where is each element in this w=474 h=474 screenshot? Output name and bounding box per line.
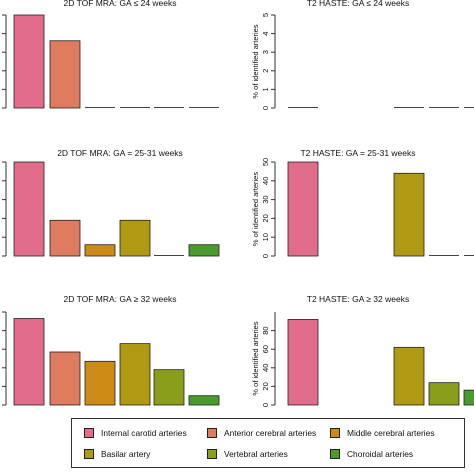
y-axis-label: % of identified arteries — [251, 24, 260, 98]
y-axis-label: % of identified arteries — [251, 172, 260, 246]
y-tick-label: 40 — [261, 364, 270, 372]
y-tick-label: 10 — [261, 233, 270, 241]
y-tick-label: 5 — [261, 13, 270, 17]
chart-panel-1: 2D TOF MRA: GA ≤ 24 weeks — [2, 0, 219, 109]
legend-item-internal-carotid: Internal carotid arteries — [84, 426, 187, 440]
y-tick-label: 3 — [261, 50, 270, 54]
bar-basilar-artery — [119, 343, 151, 406]
bar-anterior-cerebral-arteries — [49, 40, 81, 109]
chart-legend: Internal carotid arteries Anterior cereb… — [71, 418, 465, 468]
y-tick-label: 4 — [261, 32, 270, 36]
bar-middle-cerebral-arteries — [84, 244, 116, 257]
y-tick-label: 2 — [261, 69, 270, 73]
y-axis-label: % of identified arteries — [251, 321, 260, 395]
legend-swatch-middle-cerebral — [330, 428, 340, 438]
legend-label-choroidal: Choroidal arteries — [347, 449, 414, 459]
legend-swatch-internal-carotid — [84, 428, 94, 438]
chart-title: 2D TOF MRA: GA = 25-31 weeks — [57, 148, 183, 158]
bar-choroidal-arteries — [188, 244, 220, 257]
bar-internal-carotid-arteries — [13, 161, 45, 257]
y-tick-label: 0 — [261, 403, 270, 407]
bar-anterior-cerebral-arteries — [49, 351, 81, 406]
y-tick-label: 20 — [261, 382, 270, 390]
y-tick-label: 50 — [261, 158, 270, 166]
chart-panel-2: T2 HASTE: GA ≤ 24 weeks 0 1 2 3 4 5 % of identi… — [251, 0, 474, 110]
bar-internal-carotid-arteries — [287, 161, 319, 257]
bar-basilar-artery — [393, 172, 425, 257]
y-tick-label: 20 — [261, 214, 270, 222]
legend-item-middle-cerebral: Middle cerebral arteries — [330, 426, 435, 440]
chart-title: T2 HASTE: GA ≤ 24 weeks — [307, 0, 409, 8]
y-tick-label: 0 — [261, 254, 270, 258]
bar-basilar-artery — [393, 346, 425, 406]
chart-panel-4: T2 HASTE: GA = 25-31 weeks 0 10 20 30 40 50% o… — [251, 148, 474, 258]
bar-basilar-artery — [119, 219, 151, 257]
y-tick-label: 60 — [261, 345, 270, 353]
legend-label-anterior-cerebral: Anterior cerebral arteries — [224, 428, 317, 438]
y-tick-label: 40 — [261, 177, 270, 185]
legend-label-basilar: Basilar artery — [101, 449, 151, 459]
legend-item-basilar: Basilar artery — [84, 447, 150, 461]
chart-title: T2 HASTE: GA ≥ 32 weeks — [307, 294, 409, 304]
bar-choroidal-arteries — [188, 395, 220, 406]
legend-swatch-choroidal — [330, 449, 340, 459]
chart-title: T2 HASTE: GA = 25-31 weeks — [300, 148, 415, 158]
legend-label-internal-carotid: Internal carotid arteries — [101, 428, 187, 438]
legend-item-vertebral: Vertebral arteries — [207, 447, 288, 461]
chart-title: 2D TOF MRA: GA ≥ 32 weeks — [64, 294, 177, 304]
bar-internal-carotid-arteries — [13, 318, 45, 406]
bar-internal-carotid-arteries — [287, 319, 319, 406]
legend-swatch-vertebral — [207, 449, 217, 459]
legend-swatch-basilar — [84, 449, 94, 459]
chart-title: 2D TOF MRA: GA ≤ 24 weeks — [64, 0, 177, 8]
legend-item-choroidal: Choroidal arteries — [330, 447, 413, 461]
chart-panel-6: T2 HASTE: GA ≥ 32 weeks 0 20 40 60 80% of ide… — [251, 294, 474, 407]
y-tick-label: 1 — [261, 87, 270, 91]
bar-internal-carotid-arteries — [13, 14, 45, 109]
bar-vertebral-arteries — [428, 382, 460, 406]
chart-panel-5: 2D TOF MRA: GA ≥ 32 weeks — [2, 294, 220, 406]
legend-swatch-anterior-cerebral — [207, 428, 217, 438]
legend-label-vertebral: Vertebral arteries — [224, 449, 288, 459]
bar-choroidal-arteries — [463, 389, 474, 406]
bar-anterior-cerebral-arteries — [49, 219, 81, 257]
legend-item-anterior-cerebral: Anterior cerebral arteries — [207, 426, 316, 440]
bar-middle-cerebral-arteries — [84, 360, 116, 406]
bar-vertebral-arteries — [153, 369, 185, 406]
legend-label-middle-cerebral: Middle cerebral arteries — [347, 428, 435, 438]
y-tick-label: 80 — [261, 326, 270, 334]
y-tick-label: 30 — [261, 195, 270, 203]
chart-panel-3: 2D TOF MRA: GA = 25-31 weeks — [2, 148, 220, 257]
y-tick-label: 0 — [261, 106, 270, 110]
